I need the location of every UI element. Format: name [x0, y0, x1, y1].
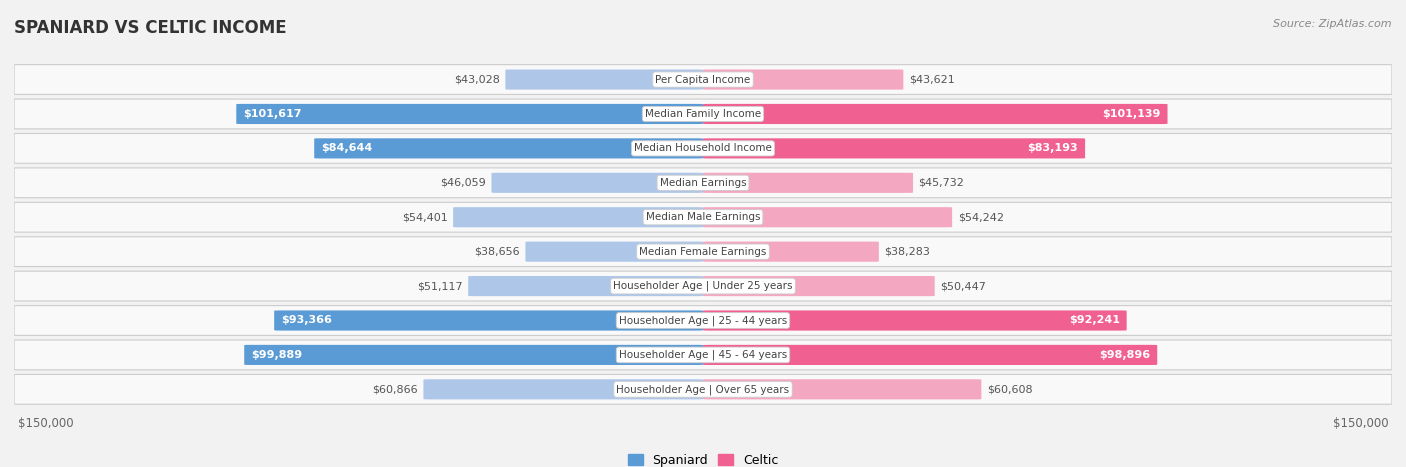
Text: $101,139: $101,139: [1102, 109, 1160, 119]
FancyBboxPatch shape: [703, 276, 935, 296]
Text: Median Earnings: Median Earnings: [659, 178, 747, 188]
Text: Median Household Income: Median Household Income: [634, 143, 772, 153]
FancyBboxPatch shape: [703, 138, 1085, 158]
FancyBboxPatch shape: [14, 271, 1392, 301]
Text: $54,401: $54,401: [402, 212, 447, 222]
Text: Householder Age | 45 - 64 years: Householder Age | 45 - 64 years: [619, 350, 787, 360]
FancyBboxPatch shape: [14, 305, 1392, 335]
Text: Householder Age | 25 - 44 years: Householder Age | 25 - 44 years: [619, 315, 787, 326]
FancyBboxPatch shape: [505, 70, 703, 90]
Legend: Spaniard, Celtic: Spaniard, Celtic: [623, 449, 783, 467]
FancyBboxPatch shape: [14, 99, 1392, 129]
FancyBboxPatch shape: [14, 237, 1392, 267]
Text: $38,283: $38,283: [884, 247, 931, 257]
Text: $150,000: $150,000: [17, 417, 73, 430]
FancyBboxPatch shape: [703, 379, 981, 399]
FancyBboxPatch shape: [492, 173, 703, 193]
Text: $98,896: $98,896: [1099, 350, 1150, 360]
FancyBboxPatch shape: [703, 104, 1167, 124]
Text: Median Family Income: Median Family Income: [645, 109, 761, 119]
Text: $38,656: $38,656: [474, 247, 520, 257]
FancyBboxPatch shape: [453, 207, 703, 227]
Text: Median Female Earnings: Median Female Earnings: [640, 247, 766, 257]
FancyBboxPatch shape: [14, 134, 1392, 163]
FancyBboxPatch shape: [703, 173, 912, 193]
Text: $46,059: $46,059: [440, 178, 486, 188]
Text: $43,621: $43,621: [908, 75, 955, 85]
Text: Median Male Earnings: Median Male Earnings: [645, 212, 761, 222]
FancyBboxPatch shape: [703, 345, 1157, 365]
FancyBboxPatch shape: [236, 104, 703, 124]
Text: Source: ZipAtlas.com: Source: ZipAtlas.com: [1274, 19, 1392, 28]
Text: SPANIARD VS CELTIC INCOME: SPANIARD VS CELTIC INCOME: [14, 19, 287, 37]
Text: Householder Age | Over 65 years: Householder Age | Over 65 years: [616, 384, 790, 395]
FancyBboxPatch shape: [14, 168, 1392, 198]
Text: $43,028: $43,028: [454, 75, 501, 85]
Text: $60,608: $60,608: [987, 384, 1032, 394]
Text: Per Capita Income: Per Capita Income: [655, 75, 751, 85]
FancyBboxPatch shape: [703, 241, 879, 262]
FancyBboxPatch shape: [245, 345, 703, 365]
FancyBboxPatch shape: [423, 379, 703, 399]
FancyBboxPatch shape: [703, 70, 903, 90]
FancyBboxPatch shape: [468, 276, 703, 296]
FancyBboxPatch shape: [314, 138, 703, 158]
FancyBboxPatch shape: [703, 311, 1126, 331]
Text: $45,732: $45,732: [918, 178, 965, 188]
FancyBboxPatch shape: [14, 375, 1392, 404]
Text: $150,000: $150,000: [1333, 417, 1389, 430]
Text: $84,644: $84,644: [321, 143, 373, 153]
Text: $101,617: $101,617: [243, 109, 302, 119]
FancyBboxPatch shape: [14, 340, 1392, 370]
Text: $50,447: $50,447: [941, 281, 986, 291]
Text: Householder Age | Under 25 years: Householder Age | Under 25 years: [613, 281, 793, 291]
Text: $60,866: $60,866: [373, 384, 418, 394]
Text: $54,242: $54,242: [957, 212, 1004, 222]
FancyBboxPatch shape: [703, 207, 952, 227]
Text: $92,241: $92,241: [1069, 316, 1119, 325]
Text: $93,366: $93,366: [281, 316, 332, 325]
FancyBboxPatch shape: [526, 241, 703, 262]
FancyBboxPatch shape: [14, 64, 1392, 94]
Text: $83,193: $83,193: [1028, 143, 1078, 153]
FancyBboxPatch shape: [274, 311, 703, 331]
FancyBboxPatch shape: [14, 202, 1392, 232]
Text: $51,117: $51,117: [418, 281, 463, 291]
Text: $99,889: $99,889: [252, 350, 302, 360]
